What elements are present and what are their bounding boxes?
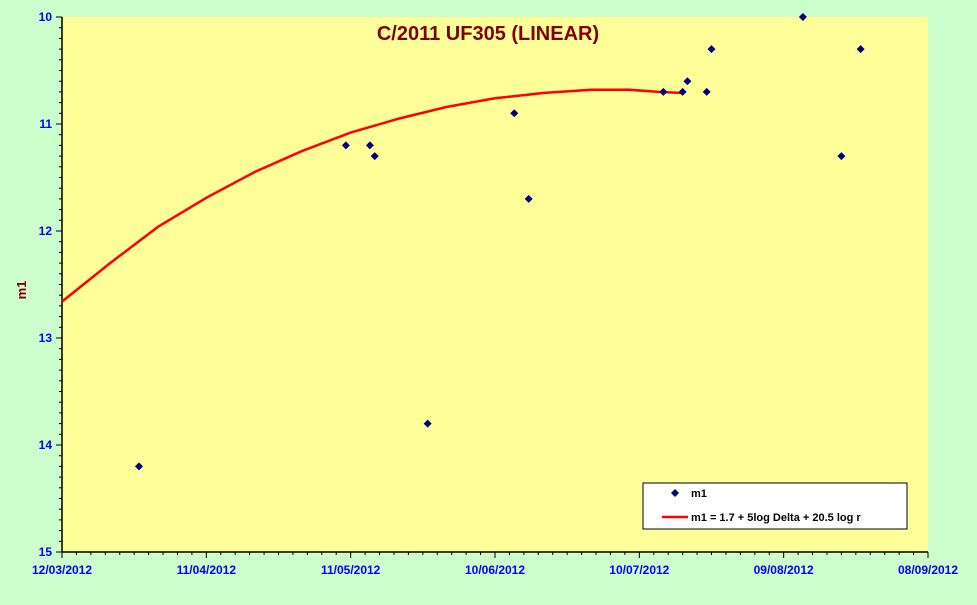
data-point-m1 — [370, 152, 379, 161]
x-tick-label: 10/06/2012 — [465, 563, 525, 577]
x-tick-label: 12/03/2012 — [32, 563, 92, 577]
y-tick-label: 11 — [39, 117, 52, 131]
legend-label-model: m1 = 1.7 + 5log Delta + 20.5 log r — [691, 512, 861, 524]
data-point-m1 — [707, 45, 716, 54]
data-point-m1 — [659, 87, 668, 96]
plot-area — [62, 17, 928, 552]
x-tick-label: 08/09/2012 — [898, 563, 958, 577]
model-line-series — [61, 88, 683, 303]
legend-marker-m1 — [671, 489, 679, 497]
data-point-m1 — [856, 45, 865, 54]
x-tick-label: 09/08/2012 — [754, 563, 814, 577]
x-tick-label: 10/07/2012 — [609, 563, 669, 577]
observation-points-series — [134, 13, 865, 471]
data-point-m1 — [510, 109, 519, 118]
y-tick-label: 12 — [39, 224, 53, 238]
chart-title: C/2011 UF305 (LINEAR) — [377, 23, 599, 45]
data-point-m1 — [683, 77, 692, 86]
axes: 10 11 12 13 14 15 12/03/2012 11/04/2012 11/05/20… — [32, 10, 958, 577]
data-point-m1 — [134, 462, 143, 471]
y-tick-label: 10 — [39, 10, 53, 24]
y-tick-label: 13 — [39, 331, 53, 345]
data-point-m1 — [678, 87, 687, 96]
model-line — [61, 88, 683, 303]
y-tick-label: 15 — [39, 545, 53, 559]
data-point-m1 — [524, 194, 533, 203]
x-tick-label: 11/05/2012 — [321, 563, 381, 577]
data-point-m1 — [798, 13, 807, 21]
y-axis-label: m1 — [14, 281, 29, 300]
data-point-m1 — [702, 87, 711, 96]
data-point-m1 — [341, 141, 350, 150]
y-tick-label: 14 — [39, 438, 53, 452]
legend-box — [642, 482, 908, 530]
x-tick-label: 11/04/2012 — [177, 563, 237, 577]
data-point-m1 — [423, 419, 432, 428]
data-point-m1 — [365, 141, 374, 150]
legend-label-m1: m1 — [691, 488, 707, 500]
legend: m1 m1 = 1.7 + 5log Delta + 20.5 log r — [642, 482, 908, 530]
data-point-m1 — [837, 152, 846, 161]
